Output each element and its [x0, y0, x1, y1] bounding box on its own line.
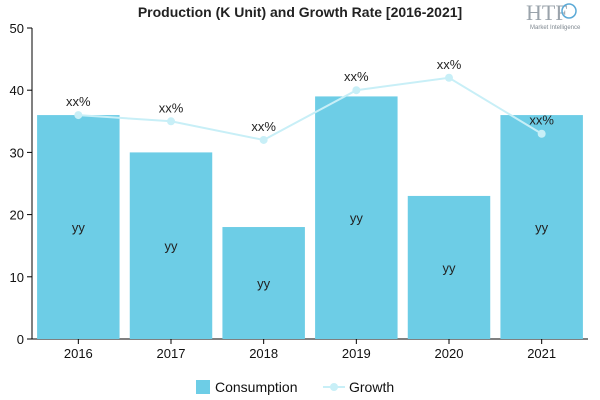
legend-marker-growth — [330, 383, 338, 391]
y-tick-label: 40 — [10, 83, 24, 98]
bar — [37, 115, 120, 339]
y-tick-label: 50 — [10, 21, 24, 36]
y-tick-label: 20 — [10, 208, 24, 223]
x-tick-label: 2020 — [435, 346, 464, 361]
htf-logo: HTF Market Intelligence — [526, 0, 581, 31]
growth-point — [259, 135, 268, 144]
logo-subtitle: Market Intelligence — [530, 25, 581, 31]
growth-point — [445, 73, 453, 82]
bar-data-label: yy — [257, 276, 271, 291]
bar — [315, 96, 398, 339]
legend-swatch-consumption — [196, 380, 210, 394]
growth-point — [537, 129, 546, 138]
growth-data-label: xx% — [66, 94, 91, 109]
chart-title: Production (K Unit) and Growth Rate [201… — [138, 4, 462, 20]
bar-data-label: yy — [443, 260, 457, 275]
logo-mark: HTF — [526, 0, 568, 25]
bar-data-label: yy — [535, 220, 549, 235]
x-tick-label: 2019 — [342, 346, 371, 361]
bar — [222, 227, 305, 339]
growth-data-label: xx% — [529, 113, 554, 128]
globe-icon — [561, 3, 577, 19]
bar-data-label: yy — [72, 220, 86, 235]
growth-point — [352, 86, 361, 95]
plot-area: 0 10 20 30 40 50 2016 2017 2018 2019 2020 2021 yy yy y… — [10, 21, 588, 361]
growth-line — [78, 76, 543, 142]
x-tick-label: 2016 — [64, 346, 93, 361]
growth-data-label: xx% — [344, 69, 369, 84]
bar — [500, 115, 583, 339]
x-tick-label: 2017 — [157, 346, 186, 361]
growth-point — [167, 117, 175, 126]
legend-label-growth: Growth — [349, 379, 394, 395]
bar-data-label: yy — [350, 211, 364, 226]
legend: Consumption Growth — [196, 379, 394, 395]
growth-data-label: xx% — [159, 100, 184, 115]
x-tick-label: 2021 — [527, 346, 556, 361]
bar-data-label: yy — [165, 239, 179, 254]
growth-point — [74, 111, 83, 120]
y-tick-label: 0 — [17, 332, 24, 347]
legend-label-consumption: Consumption — [215, 379, 298, 395]
x-tick-label: 2018 — [249, 346, 278, 361]
y-tick-label: 30 — [10, 145, 24, 160]
growth-data-label: xx% — [437, 57, 462, 72]
bar — [129, 152, 213, 339]
y-tick-label: 10 — [10, 270, 24, 285]
growth-data-label: xx% — [251, 119, 276, 134]
bar — [407, 195, 491, 339]
